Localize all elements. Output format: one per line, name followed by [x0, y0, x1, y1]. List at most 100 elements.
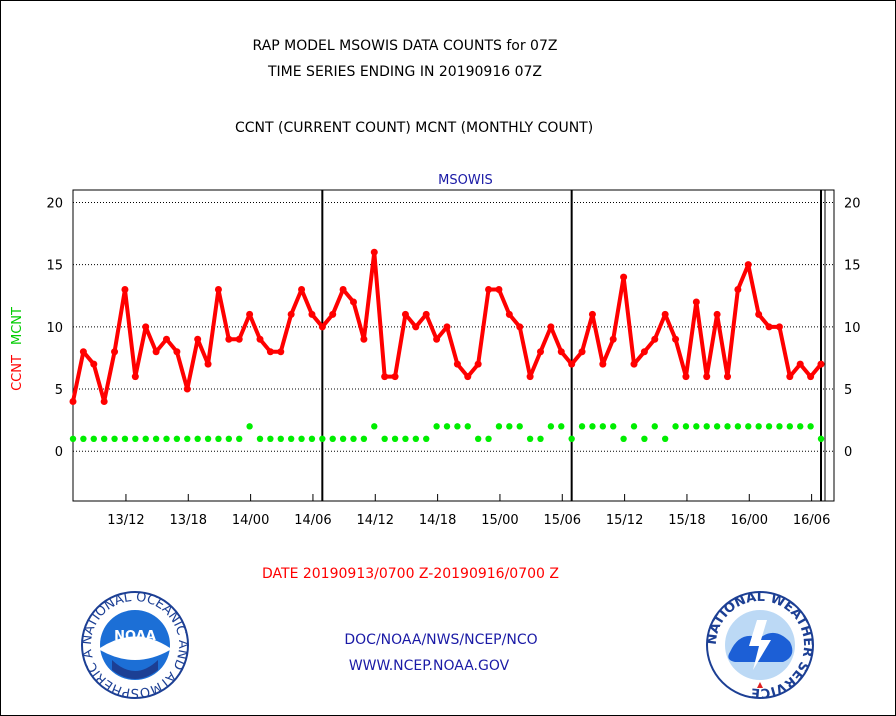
data-point-ccnt	[734, 286, 742, 294]
data-point-ccnt	[142, 323, 150, 331]
y-tick-label-left: 0	[55, 445, 63, 460]
data-point-ccnt	[90, 360, 98, 368]
data-point-ccnt	[557, 348, 565, 356]
data-point-ccnt	[672, 335, 680, 343]
data-point-ccnt	[765, 323, 773, 331]
data-point-ccnt	[121, 286, 129, 294]
y-axis-label-mcnt: MCNT	[10, 307, 25, 345]
data-point-mcnt	[90, 435, 97, 442]
data-point-ccnt	[412, 323, 420, 331]
x-tick-label: 14/18	[419, 513, 456, 528]
data-point-mcnt	[610, 423, 617, 430]
data-point-mcnt	[360, 435, 368, 442]
data-point-mcnt	[724, 423, 731, 430]
plot-border	[72, 189, 835, 502]
data-point-mcnt	[111, 435, 118, 442]
data-point-ccnt	[505, 310, 513, 318]
data-point-ccnt	[609, 335, 617, 343]
data-point-ccnt	[339, 286, 347, 294]
data-point-mcnt	[578, 423, 586, 430]
data-point-mcnt	[672, 423, 679, 430]
data-point-ccnt	[495, 286, 503, 294]
data-point-ccnt	[474, 360, 482, 368]
data-point-ccnt	[266, 348, 274, 356]
data-point-mcnt	[713, 423, 721, 430]
data-point-ccnt	[464, 373, 472, 381]
footer-org-line: DOC/NOAA/NWS/NCEP/NCO	[344, 632, 538, 648]
data-point-ccnt	[453, 360, 461, 368]
data-point-mcnt	[547, 423, 555, 430]
data-point-mcnt	[620, 435, 627, 442]
x-tick-label: 15/18	[668, 513, 705, 528]
data-point-mcnt	[423, 435, 430, 442]
data-point-mcnt	[765, 423, 773, 430]
data-point-mcnt	[184, 435, 191, 442]
data-point-mcnt	[485, 435, 492, 442]
data-point-mcnt	[267, 435, 274, 442]
data-point-mcnt	[433, 423, 440, 430]
y-axis-label-ccnt: CCNT	[10, 355, 25, 391]
data-point-ccnt	[370, 248, 378, 256]
data-point-ccnt	[578, 348, 586, 356]
x-tick-label: 14/06	[294, 513, 331, 528]
data-point-mcnt	[287, 435, 295, 442]
data-point-ccnt	[308, 310, 316, 318]
data-point-mcnt	[454, 423, 461, 430]
y-tick-label-left: 10	[46, 321, 63, 336]
data-point-mcnt	[132, 435, 139, 442]
chart-subtitle: CCNT (CURRENT COUNT) MCNT (MONTHLY COUNT…	[235, 120, 594, 136]
data-point-mcnt	[474, 435, 482, 442]
data-point-ccnt	[807, 373, 815, 381]
data-point-ccnt	[246, 310, 254, 318]
data-point-mcnt	[516, 423, 523, 430]
data-point-ccnt	[817, 360, 825, 368]
data-point-ccnt	[183, 385, 191, 393]
data-point-ccnt	[630, 360, 638, 368]
data-point-ccnt	[568, 360, 576, 368]
data-point-ccnt	[755, 310, 763, 318]
y-tick-label-right: 20	[844, 196, 861, 211]
data-point-mcnt	[277, 435, 284, 442]
data-point-mcnt	[817, 435, 825, 442]
data-point-ccnt	[204, 360, 212, 368]
data-point-ccnt	[235, 335, 243, 343]
data-point-ccnt	[516, 323, 524, 331]
data-point-ccnt	[350, 298, 357, 306]
data-point-ccnt	[329, 310, 337, 318]
svg-text:NOAA: NOAA	[114, 629, 156, 644]
chart-title-line1: RAP MODEL MSOWIS DATA COUNTS for 07Z	[252, 38, 558, 54]
data-point-ccnt	[526, 373, 534, 381]
x-tick-label: 14/12	[357, 513, 394, 528]
data-point-ccnt	[69, 397, 77, 405]
data-point-ccnt	[256, 335, 264, 343]
data-point-mcnt	[152, 435, 160, 442]
data-point-mcnt	[495, 423, 503, 430]
data-point-mcnt	[745, 423, 752, 430]
data-point-ccnt	[79, 348, 87, 356]
data-point-ccnt	[786, 373, 794, 381]
data-point-mcnt	[526, 435, 534, 442]
data-point-mcnt	[339, 435, 347, 442]
data-point-ccnt	[287, 310, 295, 318]
data-point-mcnt	[568, 435, 575, 442]
nws-logo: NATIONAL WEATHER SERVICE	[705, 590, 815, 700]
data-point-ccnt	[547, 323, 555, 331]
x-axis-label: DATE 20190913/0700 Z-20190916/0700 Z	[262, 566, 559, 582]
data-point-mcnt	[797, 423, 804, 430]
data-point-ccnt	[422, 310, 430, 318]
data-point-mcnt	[558, 423, 565, 430]
data-point-ccnt	[588, 310, 596, 318]
data-point-mcnt	[807, 423, 814, 430]
data-point-ccnt	[692, 298, 700, 306]
data-point-mcnt	[173, 435, 181, 442]
data-point-ccnt	[620, 273, 628, 281]
x-tick-label: 15/12	[606, 513, 643, 528]
data-point-ccnt	[485, 286, 493, 294]
y-tick-label-left: 15	[46, 259, 63, 274]
data-point-ccnt	[443, 323, 451, 331]
data-point-mcnt	[308, 435, 316, 442]
data-point-mcnt	[80, 435, 87, 442]
x-tick-label: 15/00	[481, 513, 518, 528]
data-point-mcnt	[100, 435, 108, 442]
